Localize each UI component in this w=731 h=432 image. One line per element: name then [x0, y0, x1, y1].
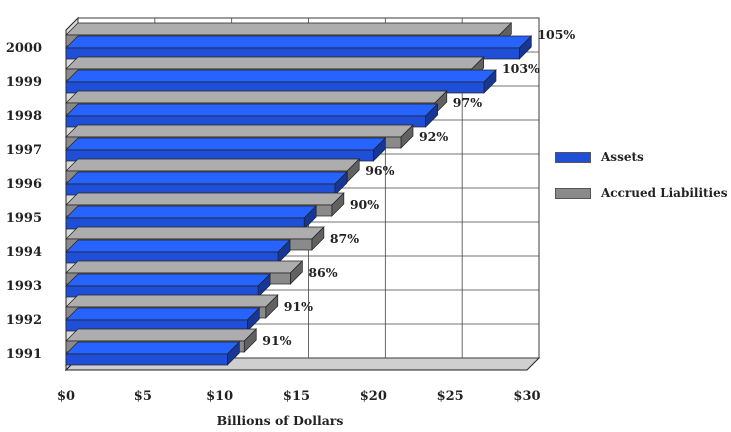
- y-tick-label: 1997: [6, 143, 42, 158]
- bar-assets-1995: [65, 205, 318, 230]
- data-label: 96%: [365, 163, 394, 178]
- y-tick-label: 2000: [6, 41, 42, 56]
- bar-assets-1993: [65, 273, 271, 298]
- x-tick-label: $30: [513, 389, 540, 404]
- x-tick-label: $15: [283, 389, 310, 404]
- data-label: 91%: [284, 299, 313, 314]
- x-tick-label: $0: [57, 389, 75, 404]
- y-tick-label: 1993: [6, 279, 42, 294]
- bar-assets-1996: [65, 171, 348, 196]
- legend-swatch-assets: [555, 151, 591, 163]
- x-tick-label: $5: [134, 389, 152, 404]
- legend-label-assets: Assets: [601, 150, 644, 164]
- bar-assets-1991: [65, 341, 241, 366]
- legend-item-assets: Assets: [555, 148, 731, 166]
- y-tick-label: 1998: [6, 109, 42, 124]
- data-label: 103%: [502, 61, 540, 76]
- data-label: 92%: [419, 129, 448, 144]
- x-axis-label: Billions of Dollars: [217, 413, 344, 428]
- bar-assets-1999: [65, 69, 497, 94]
- bar-assets-2000: [65, 35, 533, 60]
- y-tick-label: 1996: [6, 177, 42, 192]
- legend-item-accrued-liabilities: Accrued Liabilities: [555, 184, 731, 202]
- legend-swatch-accrued-liabilities: [555, 187, 591, 199]
- bar-assets-1994: [65, 239, 291, 264]
- bar-assets-1992: [65, 307, 261, 332]
- y-tick-label: 1992: [6, 313, 42, 328]
- x-tick-label: $25: [437, 389, 464, 404]
- y-tick-label: 1995: [6, 211, 42, 226]
- y-tick-label: 1999: [6, 75, 42, 90]
- data-label: 97%: [453, 95, 482, 110]
- data-label: 91%: [262, 333, 291, 348]
- x-tick-label: $20: [360, 389, 387, 404]
- legend-label-accrued-liabilities: Accrued Liabilities: [601, 186, 728, 200]
- data-label: 105%: [537, 27, 575, 42]
- y-tick-label: 1991: [6, 347, 42, 362]
- data-label: 86%: [308, 265, 337, 280]
- data-label: 87%: [330, 231, 359, 246]
- bar-assets-1998: [65, 103, 439, 128]
- y-tick-label: 1994: [6, 245, 42, 260]
- data-label: 90%: [350, 197, 379, 212]
- x-tick-label: $10: [206, 389, 233, 404]
- legend: Assets Accrued Liabilities: [555, 148, 731, 220]
- bar-assets-1997: [65, 137, 387, 162]
